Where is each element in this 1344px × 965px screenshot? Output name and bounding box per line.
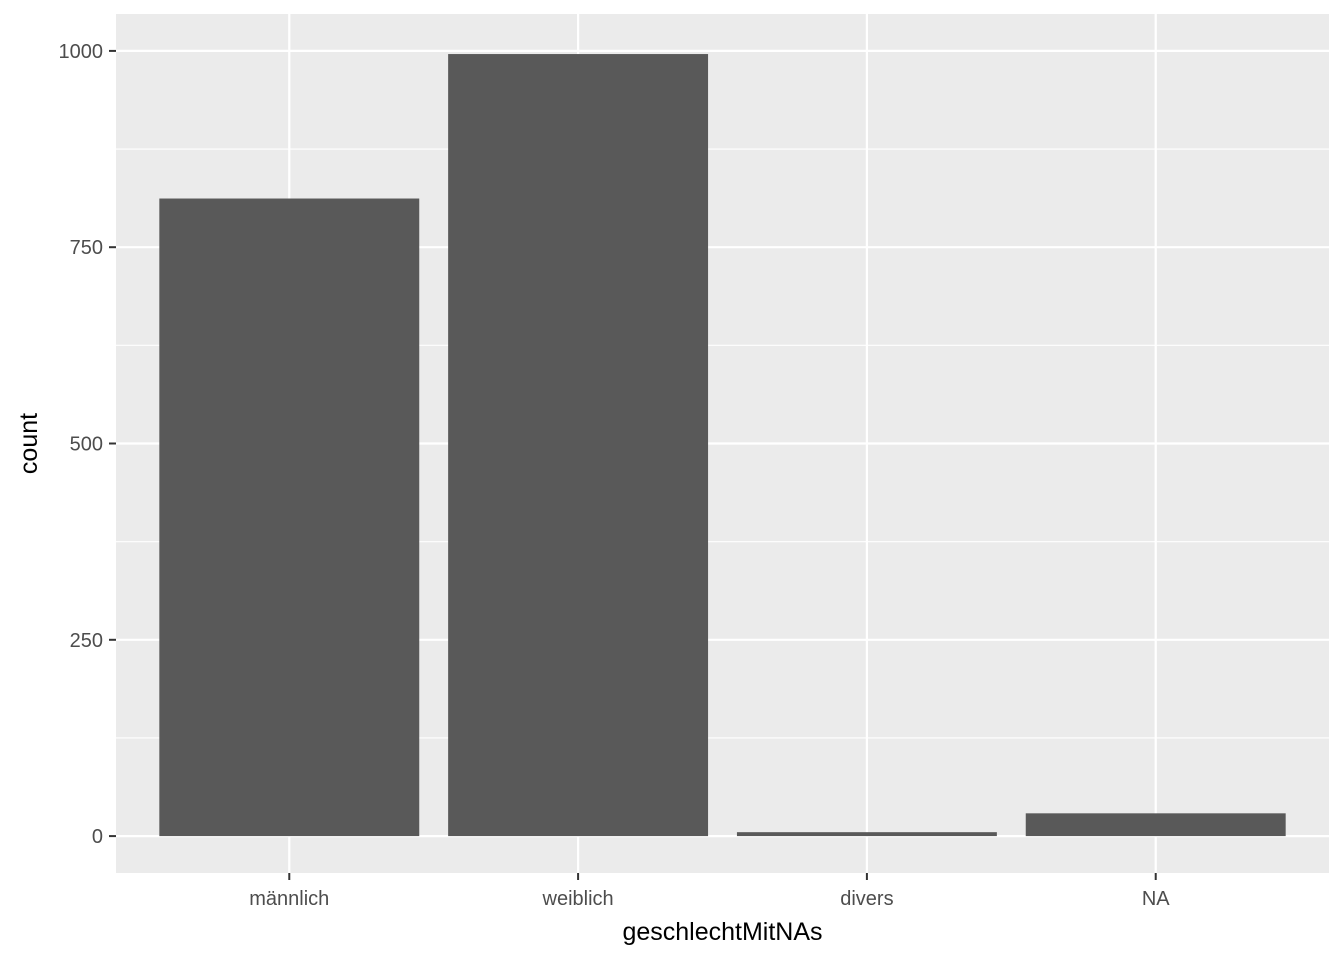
y-tick-label: 0 <box>92 826 103 848</box>
y-tick-label: 1000 <box>59 41 104 63</box>
x-tick-label: männlich <box>249 888 329 910</box>
bar-weiblich <box>448 54 709 837</box>
bar-männlich <box>159 198 420 837</box>
y-axis-title: count <box>15 413 43 474</box>
bars <box>159 54 1286 837</box>
x-tick-label: NA <box>1142 888 1170 910</box>
x-tick-label: divers <box>840 888 893 910</box>
x-axis: männlich weiblich divers NA <box>249 873 1170 910</box>
y-axis: 0 250 500 750 1000 <box>59 41 116 848</box>
x-tick-label: weiblich <box>542 888 614 910</box>
y-tick-label: 250 <box>70 630 103 652</box>
y-tick-label: 500 <box>70 434 103 456</box>
bar-NA <box>1025 813 1286 837</box>
x-axis-title: geschlechtMitNAs <box>622 918 822 946</box>
y-tick-label: 750 <box>70 237 103 259</box>
bar-divers <box>736 832 997 837</box>
